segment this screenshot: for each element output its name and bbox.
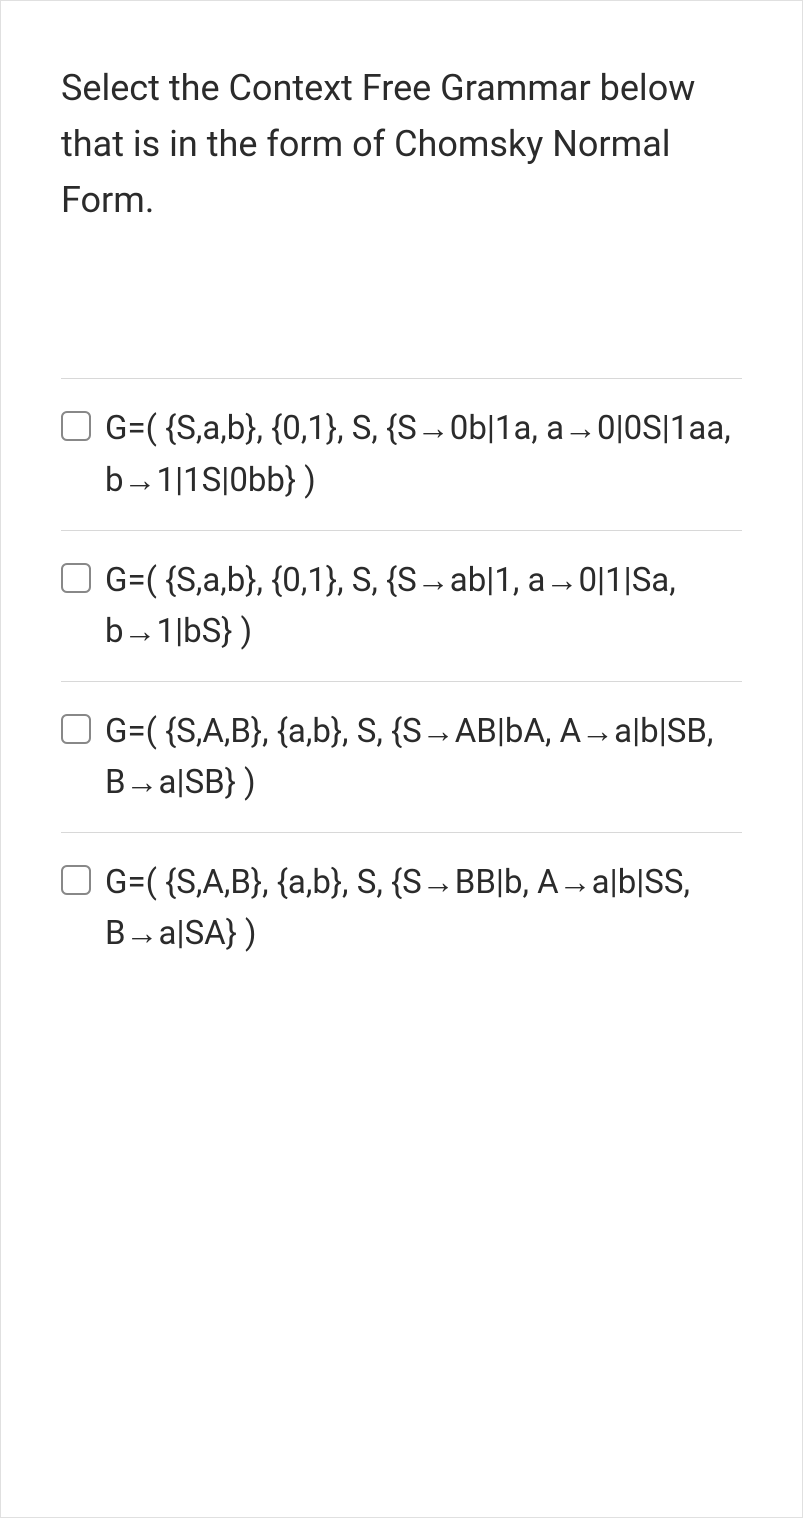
option-label: G=( {S,a,b}, {0,1}, S, {S→ab|1, a→0|1|Sa… bbox=[105, 555, 742, 657]
option-checkbox-1[interactable] bbox=[61, 563, 91, 593]
option-label: G=( {S,a,b}, {0,1}, S, {S→0b|1a, a→0|0S|… bbox=[105, 403, 742, 505]
option-row: G=( {S,a,b}, {0,1}, S, {S→0b|1a, a→0|0S|… bbox=[61, 379, 742, 530]
options-list: G=( {S,a,b}, {0,1}, S, {S→0b|1a, a→0|0S|… bbox=[61, 378, 742, 983]
option-row: G=( {S,A,B}, {a,b}, S, {S→AB|bA, A→a|b|S… bbox=[61, 682, 742, 833]
option-checkbox-3[interactable] bbox=[61, 865, 91, 895]
question-card: Select the Context Free Grammar below th… bbox=[0, 0, 803, 1518]
question-text: Select the Context Free Grammar below th… bbox=[61, 61, 742, 228]
option-label: G=( {S,A,B}, {a,b}, S, {S→AB|bA, A→a|b|S… bbox=[105, 706, 742, 808]
option-row: G=( {S,a,b}, {0,1}, S, {S→ab|1, a→0|1|Sa… bbox=[61, 531, 742, 682]
option-checkbox-0[interactable] bbox=[61, 411, 91, 441]
option-checkbox-2[interactable] bbox=[61, 714, 91, 744]
option-row: G=( {S,A,B}, {a,b}, S, {S→BB|b, A→a|b|SS… bbox=[61, 833, 742, 983]
option-label: G=( {S,A,B}, {a,b}, S, {S→BB|b, A→a|b|SS… bbox=[105, 857, 742, 959]
